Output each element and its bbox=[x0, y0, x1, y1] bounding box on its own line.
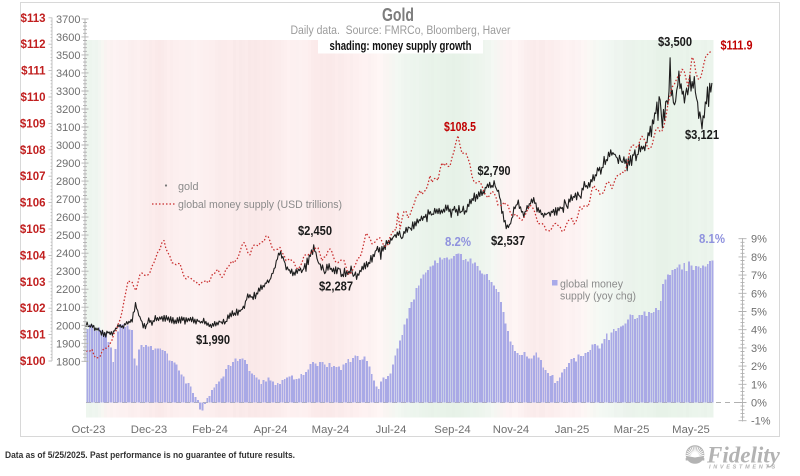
svg-text:2200: 2200 bbox=[56, 284, 80, 296]
svg-text:$3,500: $3,500 bbox=[658, 34, 692, 49]
svg-text:$3,121: $3,121 bbox=[685, 127, 719, 142]
svg-text:Dec-23: Dec-23 bbox=[131, 424, 167, 436]
svg-text:Mar-25: Mar-25 bbox=[614, 424, 650, 436]
svg-text:3500: 3500 bbox=[56, 50, 80, 62]
svg-text:4%: 4% bbox=[751, 325, 767, 337]
svg-text:2900: 2900 bbox=[56, 158, 80, 170]
svg-text:Jul-24: Jul-24 bbox=[376, 424, 407, 436]
svg-text:3200: 3200 bbox=[56, 104, 80, 116]
svg-text:$1,990: $1,990 bbox=[196, 332, 230, 347]
svg-text:$2,537: $2,537 bbox=[491, 233, 525, 248]
svg-text:$104: $104 bbox=[20, 250, 46, 262]
svg-text:0%: 0% bbox=[751, 398, 767, 410]
svg-text:2600: 2600 bbox=[56, 212, 80, 224]
svg-text:5%: 5% bbox=[751, 307, 767, 319]
svg-text:$103: $103 bbox=[20, 277, 46, 289]
svg-text:2100: 2100 bbox=[56, 302, 80, 314]
svg-text:Sep-24: Sep-24 bbox=[434, 424, 470, 436]
svg-text:Nov-24: Nov-24 bbox=[493, 424, 529, 436]
svg-text:shading: money supply growth: shading: money supply growth bbox=[330, 38, 472, 53]
svg-text:Daily data. Source: FMRCo, Bl: Daily data. Source: FMRCo, Bloomberg, Ha… bbox=[291, 23, 511, 37]
svg-text:INVESTMENTS: INVESTMENTS bbox=[709, 465, 778, 471]
svg-text:2300: 2300 bbox=[56, 266, 80, 278]
svg-text:8.2%: 8.2% bbox=[445, 234, 472, 249]
svg-text:2000: 2000 bbox=[56, 320, 80, 332]
svg-text:Feb-24: Feb-24 bbox=[192, 424, 228, 436]
svg-text:Apr-24: Apr-24 bbox=[254, 424, 288, 436]
svg-text:Gold: Gold bbox=[382, 4, 414, 25]
svg-text:2800: 2800 bbox=[56, 176, 80, 188]
svg-text:$2,450: $2,450 bbox=[298, 223, 332, 238]
svg-text:Oct-23: Oct-23 bbox=[72, 424, 106, 436]
svg-text:$105: $105 bbox=[20, 224, 46, 236]
svg-text:$2,790: $2,790 bbox=[478, 163, 511, 178]
svg-text:May-24: May-24 bbox=[312, 424, 350, 436]
svg-text:$101: $101 bbox=[20, 330, 46, 342]
svg-text:$110: $110 bbox=[21, 92, 46, 104]
svg-text:$111.9: $111.9 bbox=[721, 38, 753, 53]
svg-text:3600: 3600 bbox=[56, 32, 80, 44]
svg-text:$111: $111 bbox=[21, 66, 46, 78]
svg-text:$113: $113 bbox=[21, 13, 46, 25]
svg-text:3400: 3400 bbox=[56, 68, 80, 80]
svg-text:$106: $106 bbox=[20, 198, 46, 210]
svg-text:7%: 7% bbox=[751, 270, 767, 282]
svg-text:1%: 1% bbox=[751, 379, 767, 391]
svg-text:1800: 1800 bbox=[56, 356, 80, 368]
svg-text:8.1%: 8.1% bbox=[699, 231, 726, 246]
svg-text:2700: 2700 bbox=[56, 194, 80, 206]
svg-text:2500: 2500 bbox=[56, 230, 80, 242]
svg-text:1900: 1900 bbox=[56, 338, 80, 350]
svg-text:3%: 3% bbox=[751, 343, 767, 355]
svg-text:3100: 3100 bbox=[56, 122, 80, 134]
svg-text:supply (yoy chg): supply (yoy chg) bbox=[560, 291, 636, 303]
svg-text:global money supply (USD trill: global money supply (USD trillions) bbox=[178, 199, 342, 211]
svg-text:Jan-25: Jan-25 bbox=[555, 424, 590, 436]
svg-text:gold: gold bbox=[178, 181, 199, 193]
svg-text:$100: $100 bbox=[20, 356, 46, 368]
svg-text:$109: $109 bbox=[20, 118, 46, 130]
svg-text:3000: 3000 bbox=[56, 140, 80, 152]
svg-text:global money: global money bbox=[560, 279, 623, 291]
svg-text:3300: 3300 bbox=[56, 86, 80, 98]
svg-text:Data as of 5/25/2025. Past per: Data as of 5/25/2025. Past performance i… bbox=[5, 450, 295, 460]
svg-text:2400: 2400 bbox=[56, 248, 80, 260]
svg-text:-1%: -1% bbox=[751, 416, 771, 428]
svg-text:May-25: May-25 bbox=[672, 424, 710, 436]
svg-text:3700: 3700 bbox=[56, 14, 80, 26]
svg-text:2%: 2% bbox=[751, 361, 767, 373]
svg-text:6%: 6% bbox=[751, 288, 767, 300]
svg-text:$107: $107 bbox=[20, 171, 46, 183]
svg-text:$102: $102 bbox=[20, 303, 46, 315]
svg-text:8%: 8% bbox=[751, 252, 767, 264]
svg-text:$112: $112 bbox=[21, 39, 46, 51]
svg-text:$2,287: $2,287 bbox=[319, 279, 353, 294]
svg-text:Fidelity: Fidelity bbox=[706, 443, 781, 468]
svg-text:9%: 9% bbox=[751, 234, 767, 246]
svg-text:$108.5: $108.5 bbox=[444, 119, 476, 134]
svg-text:$108: $108 bbox=[20, 145, 46, 157]
